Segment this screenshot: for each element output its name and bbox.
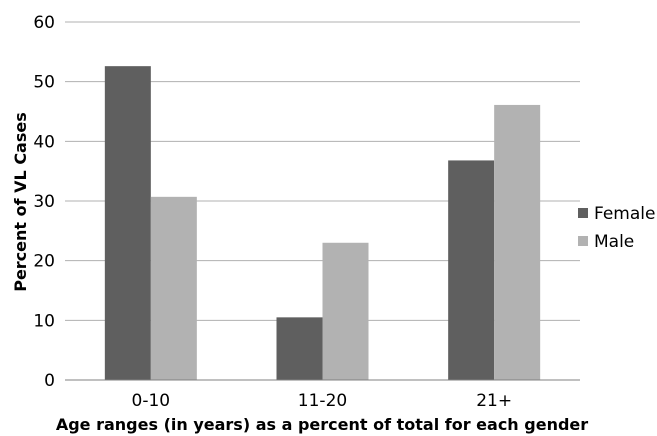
x-tick-label: 0-10	[132, 391, 171, 411]
y-tick-label: 60	[33, 13, 55, 33]
bar-female-21+	[448, 160, 495, 380]
x-axis-title: Age ranges (in years) as a percent of to…	[56, 415, 588, 434]
legend-label-female: Female	[594, 204, 655, 224]
legend: Female Male	[578, 204, 655, 252]
y-tick-label: 40	[33, 132, 55, 152]
bar-male-21+	[494, 104, 541, 380]
legend-label-male: Male	[594, 232, 634, 252]
y-axis-title: Percent of VL Cases	[11, 112, 30, 292]
x-tick-label: 21+	[476, 391, 512, 411]
legend-swatch-male	[578, 236, 588, 246]
y-tick-label: 50	[33, 73, 55, 93]
bar-male-0-10	[150, 196, 197, 380]
y-tick-label: 20	[33, 252, 55, 272]
y-tick-label: 10	[33, 311, 55, 331]
bars	[104, 66, 541, 381]
y-tick-label: 0	[44, 371, 55, 391]
bar-female-11-20	[276, 317, 323, 380]
x-axis-ticks: 0-10 11-20 21+	[132, 391, 513, 411]
bar-female-0-10	[104, 66, 151, 381]
x-tick-label: 11-20	[298, 391, 347, 411]
y-axis-ticks: 0 10 20 30 40 50 60	[33, 13, 55, 391]
legend-swatch-female	[578, 208, 588, 218]
y-tick-label: 30	[33, 192, 55, 212]
bar-male-11-20	[322, 242, 369, 380]
